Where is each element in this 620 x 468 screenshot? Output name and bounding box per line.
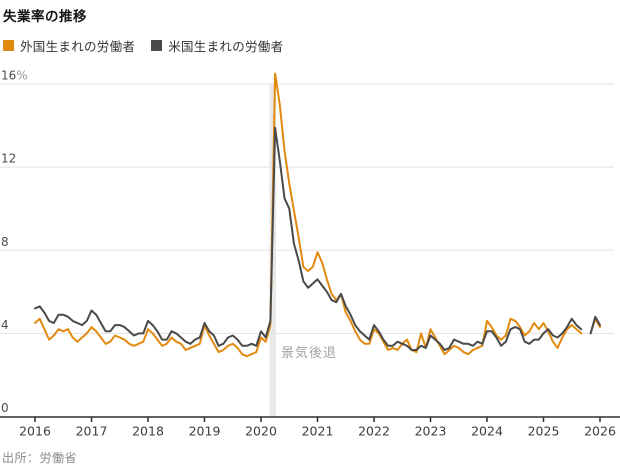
series-line-0: [34, 72, 583, 358]
x-tick-label-2025: 2025: [528, 424, 560, 439]
y-tick-label-8: 8: [1, 235, 9, 249]
x-tick-label-2017: 2017: [76, 424, 108, 439]
recession-band-label: 景気後退: [281, 346, 338, 361]
legend-label-foreign-born: 外国生まれの労働者: [20, 39, 136, 54]
legend-swatch-foreign-born-icon: [3, 40, 14, 51]
x-tick-label-2021: 2021: [302, 424, 334, 439]
x-tick-label-2020: 2020: [245, 424, 277, 439]
chart-legend: 外国生まれの労働者 米国生まれの労働者: [3, 36, 283, 55]
series-line-1: [589, 315, 601, 335]
x-tick-label-2019: 2019: [189, 424, 221, 439]
x-tick-label-2018: 2018: [132, 424, 164, 439]
chart-title: 失業率の推移: [3, 9, 87, 25]
y-tick-label-4: 4: [1, 318, 9, 332]
legend-swatch-us-born-icon: [151, 40, 163, 51]
y-tick-label-16: 16%: [1, 69, 28, 83]
legend-item-foreign-born: 外国生まれの労働者: [3, 36, 135, 55]
x-tick-label-2022: 2022: [358, 424, 390, 439]
x-tick-label-2016: 2016: [19, 424, 51, 439]
legend-label-us-born: 米国生まれの労働者: [168, 39, 284, 54]
y-tick-label-12: 12: [1, 152, 16, 166]
x-tick-label-2023: 2023: [415, 424, 447, 439]
source-note: 出所：労働省: [2, 451, 78, 465]
x-tick-label-2026: 2026: [584, 424, 616, 439]
x-tick-label-2024: 2024: [471, 424, 503, 439]
series-line-1: [34, 126, 583, 351]
y-tick-label-0: 0: [1, 401, 9, 415]
legend-item-us-born: 米国生まれの労働者: [151, 36, 283, 55]
